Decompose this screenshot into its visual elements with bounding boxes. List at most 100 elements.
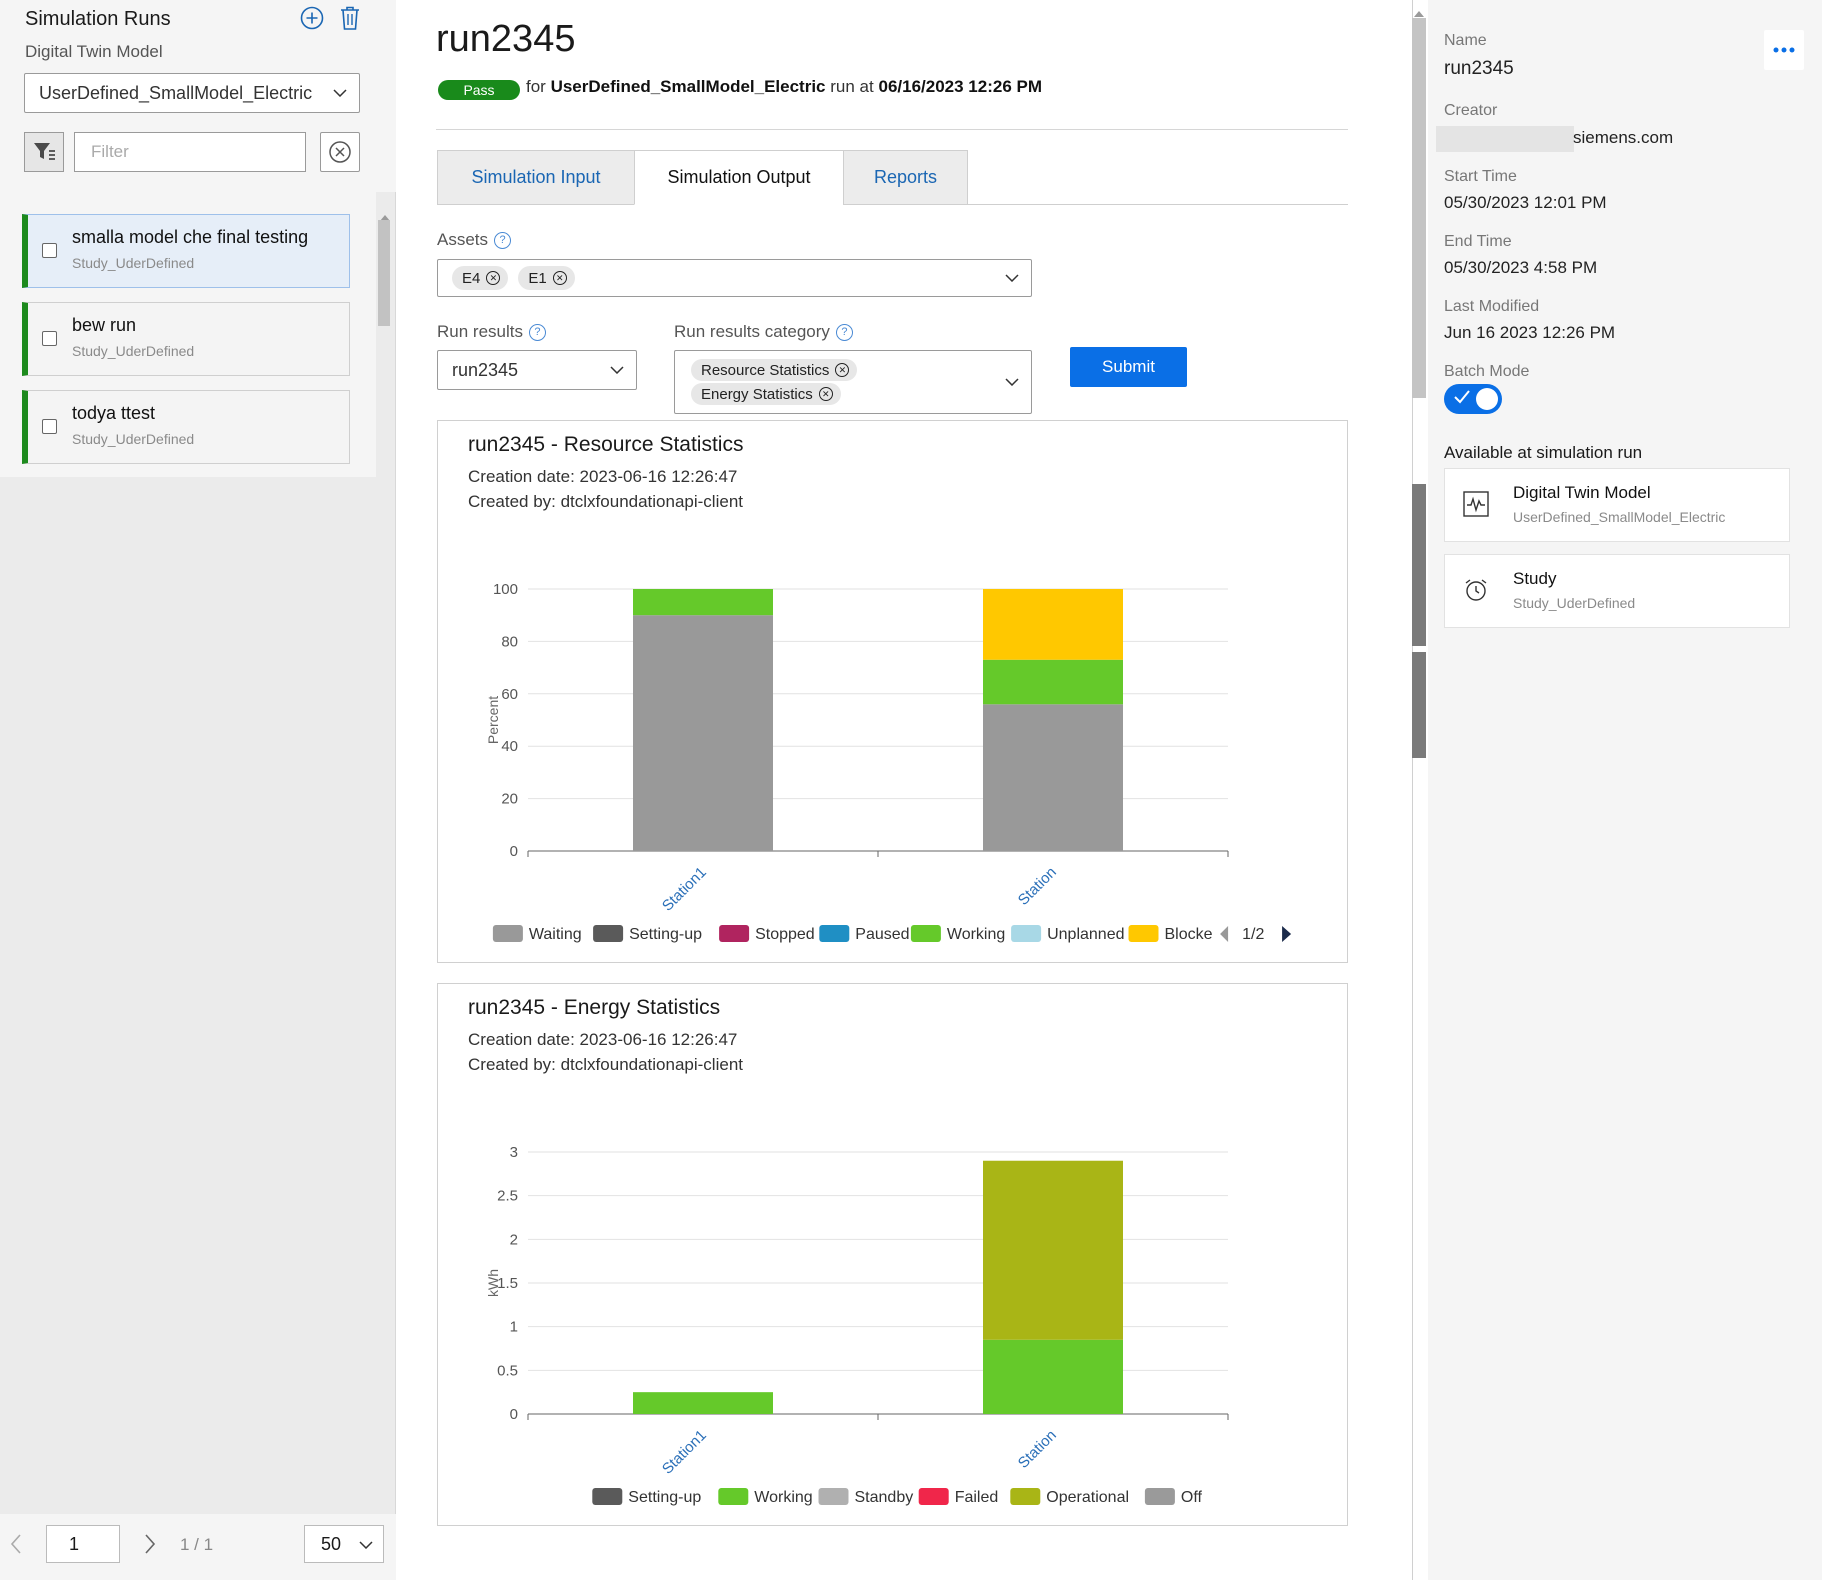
add-run-icon[interactable] — [298, 4, 326, 32]
y-axis-label: Percent — [485, 696, 501, 744]
status-badge: Pass — [438, 80, 520, 100]
asset-chip-label: E4 — [462, 269, 481, 287]
tab-simulation-output[interactable]: Simulation Output — [634, 150, 844, 205]
start-time-label: Start Time — [1444, 168, 1517, 185]
legend-label: Failed — [955, 1489, 999, 1506]
filter-placeholder: Filter — [91, 142, 129, 161]
category-chip: Resource Statistics ✕ — [691, 359, 858, 381]
bar-segment — [983, 704, 1123, 851]
next-page-icon[interactable] — [144, 1534, 156, 1559]
category-chip-label: Resource Statistics — [701, 361, 830, 379]
main-scrollbar-thumb[interactable] — [1412, 484, 1426, 646]
main-scrollbar-track[interactable] — [1412, 18, 1426, 398]
scroll-up-icon[interactable] — [380, 208, 390, 226]
asset-chip: E1 ✕ — [518, 266, 575, 290]
delete-icon[interactable] — [336, 4, 364, 32]
run-study: Study_UderDefined — [72, 343, 195, 359]
legend-swatch — [1128, 925, 1159, 942]
category-label-text: Run results category — [674, 322, 830, 341]
legend-swatch — [1011, 925, 1042, 942]
row-checkbox[interactable] — [42, 419, 57, 434]
digital-twin-model-card[interactable]: Digital Twin Model UserDefined_SmallMode… — [1444, 468, 1790, 542]
toggle-knob — [1476, 388, 1498, 410]
close-circle-icon — [329, 141, 351, 163]
help-icon[interactable]: ? — [528, 323, 546, 341]
category-multiselect[interactable]: Resource Statistics ✕ Energy Statistics ✕ — [674, 350, 1032, 414]
start-time-value: 05/30/2023 12:01 PM — [1444, 193, 1607, 212]
run-results-value: run2345 — [452, 359, 519, 380]
list-item[interactable]: bew run Study_UderDefined — [22, 302, 350, 376]
legend-swatch — [1144, 1488, 1175, 1505]
x-tick-label: Station1 — [659, 864, 710, 915]
more-options-button[interactable] — [1764, 30, 1804, 70]
batch-mode-toggle[interactable] — [1444, 384, 1502, 414]
y-tick-label: 1.5 — [497, 1275, 518, 1292]
chevron-down-icon — [610, 366, 624, 374]
study-card[interactable]: Study Study_UderDefined — [1444, 554, 1790, 628]
y-tick-label: 0.5 — [497, 1362, 518, 1379]
assets-multiselect[interactable]: E4 ✕ E1 ✕ — [437, 259, 1032, 297]
run-title: todya ttest — [72, 403, 156, 423]
chip-remove-icon[interactable]: ✕ — [818, 387, 833, 401]
help-icon[interactable]: ? — [835, 323, 853, 341]
filter-input[interactable]: Filter — [74, 132, 306, 172]
legend-page: 1/2 — [1242, 926, 1264, 943]
meta-time: 06/16/2023 12:26 PM — [878, 77, 1042, 96]
tab-simulation-input[interactable]: Simulation Input — [437, 150, 635, 205]
page-title: run2345 — [436, 18, 576, 60]
meta-model: UserDefined_SmallModel_Electric — [550, 77, 826, 96]
legend-label: Unplanned — [1047, 926, 1124, 943]
main-scrollbar-thumb[interactable] — [1412, 652, 1426, 758]
legend-label: Stopped — [755, 926, 815, 943]
filter-icon — [34, 143, 55, 160]
panel-divider — [1412, 0, 1413, 1580]
prev-page-icon[interactable] — [10, 1534, 22, 1559]
legend-swatch — [819, 925, 850, 942]
submit-button[interactable]: Submit — [1070, 347, 1187, 387]
category-chip: Energy Statistics ✕ — [691, 383, 841, 405]
y-tick-label: 0 — [510, 843, 518, 860]
sidebar-title: Simulation Runs — [25, 8, 171, 30]
energy-statistics-chart: 0 0.5 1 1.5 2 2.5 3 kWh Station1 Station Setting-u… — [485, 1144, 1229, 1506]
list-item[interactable]: smalla model che final testing Study_Ude… — [22, 214, 350, 288]
bar-segment — [633, 1392, 773, 1414]
run-results-label: Run results ? — [437, 322, 546, 342]
run-meta: for UserDefined_SmallModel_Electric run … — [526, 77, 1042, 97]
name-value: run2345 — [1444, 58, 1514, 79]
category-chip-label: Energy Statistics — [701, 385, 813, 403]
row-checkbox[interactable] — [42, 243, 57, 258]
y-tick-label: 3 — [510, 1144, 518, 1161]
filter-toggle-button[interactable] — [24, 132, 64, 172]
creator-label: Creator — [1444, 102, 1498, 119]
legend-label: Setting-up — [629, 926, 702, 943]
y-tick-label: 100 — [493, 581, 518, 598]
scroll-up-icon[interactable] — [1414, 4, 1424, 22]
chip-remove-icon[interactable]: ✕ — [552, 271, 567, 285]
clear-filter-button[interactable] — [320, 132, 360, 172]
asset-chip: E4 ✕ — [452, 266, 509, 290]
run-results-select[interactable]: run2345 — [437, 350, 637, 390]
model-select-value: UserDefined_SmallModel_Electric — [39, 82, 313, 103]
legend-label: Waiting — [529, 926, 582, 943]
y-axis-label: kWh — [485, 1269, 501, 1297]
list-item[interactable]: todya ttest Study_UderDefined — [22, 390, 350, 464]
list-scrollbar[interactable] — [378, 220, 390, 326]
chart-created-by: Created by: dtclxfoundationapi-client — [468, 492, 743, 511]
help-icon[interactable]: ? — [494, 231, 512, 249]
legend-swatch — [492, 925, 523, 942]
chip-remove-icon[interactable]: ✕ — [486, 271, 501, 285]
tab-reports[interactable]: Reports — [843, 150, 968, 205]
row-checkbox[interactable] — [42, 331, 57, 346]
chip-remove-icon[interactable]: ✕ — [835, 363, 850, 377]
legend-swatch — [1010, 1488, 1041, 1505]
y-tick-label: 80 — [501, 633, 518, 650]
page-input[interactable]: 1 — [46, 1525, 120, 1563]
chart-title: run2345 - Resource Statistics — [468, 433, 744, 456]
resource-statistics-card: run2345 - Resource Statistics Creation d… — [437, 420, 1348, 963]
legend-label: Setting-up — [628, 1489, 701, 1506]
assets-label-text: Assets — [437, 230, 489, 249]
bar-segment — [983, 1160, 1123, 1340]
run-study: Study_UderDefined — [72, 255, 195, 271]
model-select[interactable]: UserDefined_SmallModel_Electric — [24, 73, 360, 113]
page-size-select[interactable]: 50 — [304, 1525, 384, 1563]
